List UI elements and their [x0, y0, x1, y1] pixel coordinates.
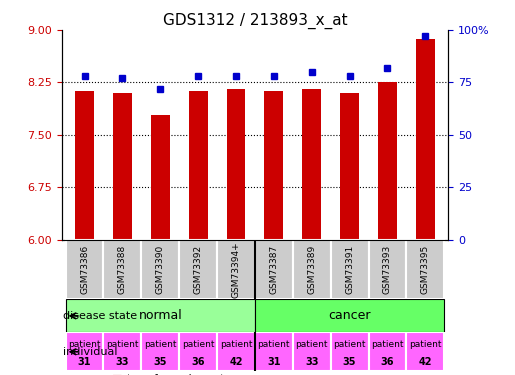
Text: 31: 31 — [78, 357, 91, 366]
FancyBboxPatch shape — [255, 332, 293, 371]
Text: patient: patient — [68, 339, 101, 348]
FancyBboxPatch shape — [255, 299, 444, 332]
Text: ■: ■ — [112, 374, 123, 375]
FancyBboxPatch shape — [65, 332, 104, 371]
Bar — [264, 92, 283, 240]
Title: GDS1312 / 213893_x_at: GDS1312 / 213893_x_at — [163, 12, 347, 28]
FancyBboxPatch shape — [217, 240, 255, 299]
FancyBboxPatch shape — [369, 332, 406, 371]
FancyBboxPatch shape — [369, 240, 406, 299]
FancyBboxPatch shape — [141, 240, 179, 299]
Text: cancer: cancer — [329, 309, 371, 322]
Text: GSM73390: GSM73390 — [156, 245, 165, 294]
FancyBboxPatch shape — [255, 240, 293, 299]
Text: GSM73389: GSM73389 — [307, 245, 316, 294]
Text: 33: 33 — [116, 357, 129, 366]
FancyBboxPatch shape — [65, 299, 255, 332]
Text: 31: 31 — [267, 357, 281, 366]
Bar — [340, 93, 359, 240]
Text: patient: patient — [220, 339, 252, 348]
FancyBboxPatch shape — [331, 332, 369, 371]
Text: patient: patient — [371, 339, 404, 348]
FancyBboxPatch shape — [141, 332, 179, 371]
Text: transformed count: transformed count — [128, 374, 225, 375]
Text: individual: individual — [62, 347, 117, 357]
Bar — [113, 93, 132, 240]
Bar — [75, 92, 94, 240]
Text: GSM73392: GSM73392 — [194, 245, 202, 294]
Text: GSM73391: GSM73391 — [345, 245, 354, 294]
FancyBboxPatch shape — [406, 332, 444, 371]
Text: 36: 36 — [192, 357, 205, 366]
Text: patient: patient — [106, 339, 139, 348]
Bar — [227, 88, 246, 240]
Text: patient: patient — [182, 339, 214, 348]
Text: patient: patient — [296, 339, 328, 348]
Text: normal: normal — [139, 309, 182, 322]
FancyBboxPatch shape — [217, 332, 255, 371]
Text: GSM73393: GSM73393 — [383, 245, 392, 294]
Bar — [378, 82, 397, 240]
Text: disease state: disease state — [62, 311, 136, 321]
Text: GSM73388: GSM73388 — [118, 245, 127, 294]
FancyBboxPatch shape — [179, 332, 217, 371]
FancyBboxPatch shape — [406, 240, 444, 299]
FancyBboxPatch shape — [65, 240, 104, 299]
Text: GSM73386: GSM73386 — [80, 245, 89, 294]
Text: GSM73387: GSM73387 — [269, 245, 279, 294]
Bar — [416, 39, 435, 240]
Text: GSM73394+: GSM73394+ — [231, 241, 241, 298]
Text: patient: patient — [258, 339, 290, 348]
Text: 42: 42 — [229, 357, 243, 366]
Text: 35: 35 — [153, 357, 167, 366]
Text: 36: 36 — [381, 357, 394, 366]
FancyBboxPatch shape — [293, 240, 331, 299]
Text: 35: 35 — [343, 357, 356, 366]
FancyBboxPatch shape — [179, 240, 217, 299]
FancyBboxPatch shape — [293, 332, 331, 371]
Text: patient: patient — [333, 339, 366, 348]
FancyBboxPatch shape — [104, 332, 141, 371]
Text: 33: 33 — [305, 357, 318, 366]
Text: patient: patient — [409, 339, 441, 348]
FancyBboxPatch shape — [331, 240, 369, 299]
FancyBboxPatch shape — [104, 240, 141, 299]
Bar — [151, 115, 170, 240]
Bar — [188, 91, 208, 240]
Text: patient: patient — [144, 339, 177, 348]
Text: 42: 42 — [419, 357, 432, 366]
Bar — [302, 89, 321, 240]
Text: GSM73395: GSM73395 — [421, 245, 430, 294]
